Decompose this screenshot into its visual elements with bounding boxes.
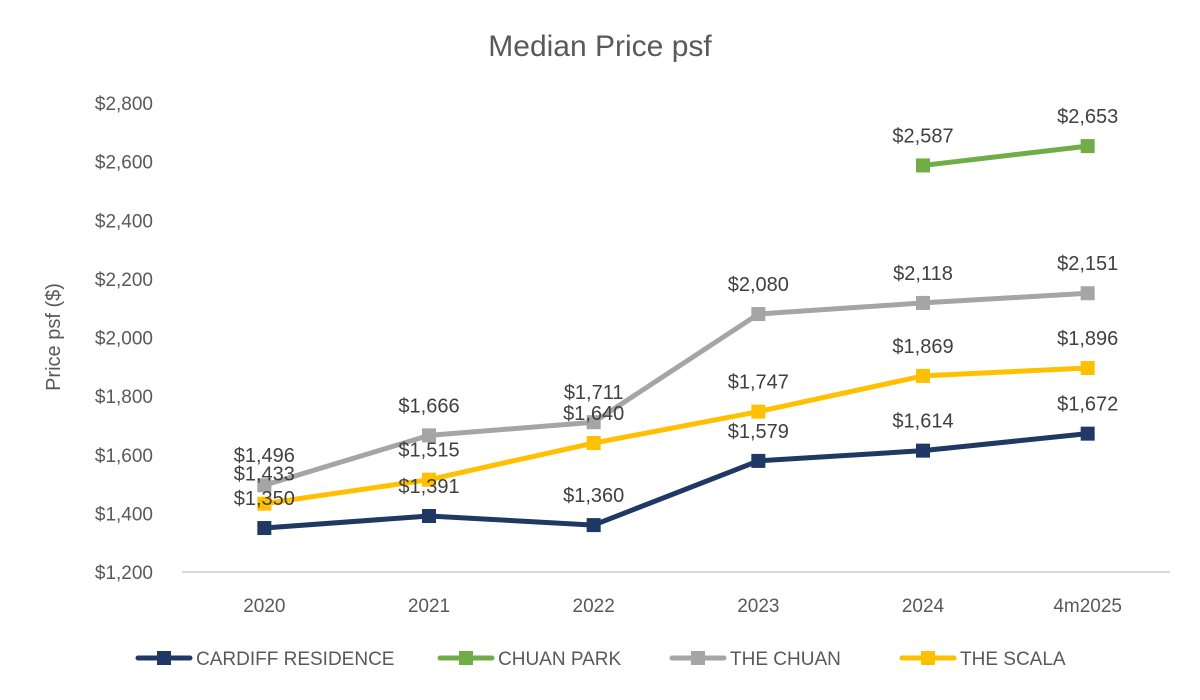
- y-tick-label: $2,600: [95, 153, 153, 174]
- x-tick-label: 2021: [408, 596, 450, 617]
- x-tick-label: 2020: [243, 596, 285, 617]
- legend-marker-icon: [459, 651, 473, 665]
- data-point-marker: [916, 443, 930, 458]
- data-point-marker: [916, 368, 930, 383]
- legend-item-chuan-park: CHUAN PARK: [437, 649, 621, 670]
- data-label: $1,747: [728, 372, 789, 394]
- data-label: $1,666: [398, 395, 459, 417]
- y-axis-ticks: $1,200 $1,400 $1,600 $1,800 $2,000 $2,200 $2,4…: [95, 94, 153, 584]
- data-point-marker: [257, 521, 272, 536]
- y-tick-label: $1,200: [95, 563, 153, 584]
- data-label: $1,640: [563, 403, 624, 425]
- y-tick-label: $1,400: [95, 504, 153, 525]
- data-point-marker: [1080, 360, 1095, 375]
- data-label: $1,433: [234, 464, 295, 486]
- series-lines: [257, 139, 1095, 536]
- legend-marker-icon: [157, 651, 171, 665]
- legend-item-cardiff-residence: CARDIFF RESIDENCE: [135, 649, 394, 670]
- series-line-cardiff-residence: [261, 431, 1091, 531]
- series-line-chuan-park: [920, 143, 1091, 168]
- data-label: $1,579: [728, 421, 789, 443]
- data-point-marker: [751, 453, 766, 468]
- data-point-marker: [751, 404, 766, 419]
- legend-item-the-scala: THE SCALA: [899, 649, 1066, 670]
- series-the-chuan: [257, 286, 1095, 493]
- legend-label: THE SCALA: [960, 649, 1066, 670]
- data-label: $1,360: [563, 485, 624, 507]
- y-tick-label: $2,400: [95, 211, 153, 232]
- x-tick-label: 2022: [573, 596, 615, 617]
- series-chuan-park: [916, 139, 1095, 173]
- data-label: $1,869: [892, 336, 953, 358]
- y-tick-label: $1,800: [95, 387, 153, 408]
- x-tick-label: 4m2025: [1053, 596, 1122, 617]
- y-tick-label: $2,800: [95, 94, 153, 115]
- data-point-marker: [257, 478, 272, 493]
- data-point-marker: [916, 295, 930, 310]
- y-axis-label: Price psf ($): [43, 283, 65, 391]
- data-label: $2,653: [1057, 106, 1118, 128]
- legend-label: THE CHUAN: [730, 649, 841, 670]
- data-label: $2,118: [893, 263, 953, 285]
- data-label: $2,080: [728, 274, 789, 296]
- data-point-marker: [1080, 139, 1095, 154]
- data-point-marker: [422, 428, 436, 443]
- data-point-marker: [422, 509, 436, 524]
- data-label: $1,672: [1057, 394, 1118, 416]
- data-label: $1,350: [234, 488, 295, 510]
- x-tick-label: 2023: [737, 596, 779, 617]
- data-label: $1,391: [398, 476, 459, 498]
- y-tick-label: $1,600: [95, 446, 153, 467]
- data-label: $1,515: [398, 440, 459, 462]
- legend-label: CARDIFF RESIDENCE: [196, 649, 394, 670]
- data-labels: $1,350 $1,391 $1,360 $1,579 $1,614 $1,672 $2,5…: [234, 106, 1119, 510]
- x-axis-ticks: 2020 2021 2022 2023 2024 4m2025: [243, 596, 1122, 617]
- chart-title: Median Price psf: [488, 30, 712, 63]
- data-point-marker: [422, 472, 436, 487]
- data-label: $2,587: [892, 125, 953, 147]
- data-label: $2,151: [1057, 253, 1118, 275]
- x-tick-label: 2024: [902, 596, 945, 617]
- series-the-scala: [257, 360, 1095, 511]
- data-label: $1,896: [1057, 328, 1118, 350]
- data-point-marker: [586, 518, 601, 533]
- data-point-marker: [1080, 286, 1095, 301]
- data-label: $1,711: [564, 382, 624, 404]
- data-label: $1,614: [892, 411, 953, 433]
- series-line-the-scala: [261, 365, 1091, 507]
- legend-item-the-chuan: THE CHUAN: [669, 649, 841, 670]
- legend-label: CHUAN PARK: [498, 649, 621, 670]
- data-point-marker: [751, 307, 766, 322]
- data-label: $1,496: [234, 445, 295, 467]
- data-point-marker: [257, 496, 272, 511]
- legend-marker-icon: [691, 651, 705, 665]
- y-tick-label: $2,200: [95, 270, 153, 291]
- series-cardiff-residence: [257, 426, 1095, 536]
- legend-marker-icon: [921, 651, 935, 665]
- series-line-the-chuan: [261, 290, 1091, 488]
- data-point-marker: [916, 158, 930, 173]
- y-tick-label: $2,000: [95, 329, 153, 350]
- data-point-marker: [586, 436, 601, 451]
- data-point-marker: [1080, 426, 1095, 441]
- data-point-marker: [586, 415, 601, 430]
- legend: CARDIFF RESIDENCE CHUAN PARK THE CHUAN THE …: [135, 649, 1066, 670]
